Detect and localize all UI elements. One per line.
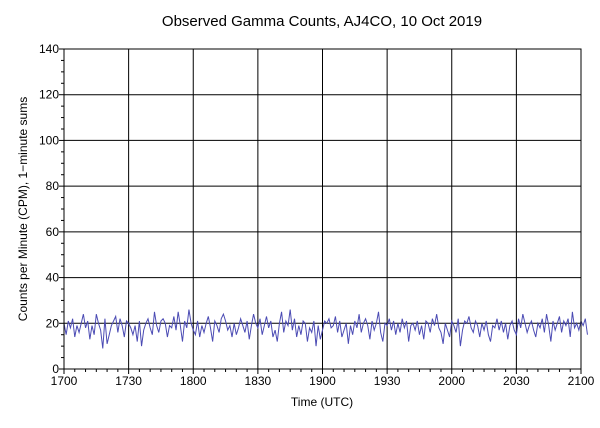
x-tick-label: 1900 xyxy=(309,374,336,388)
x-tick-label: 1730 xyxy=(115,374,142,388)
x-tick-label: 1930 xyxy=(374,374,401,388)
x-axis-label: Time (UTC) xyxy=(291,395,353,409)
y-tick-label: 0 xyxy=(52,362,59,376)
x-tick-labels: 1700 1730 1800 1830 1900 1930 2000 2030 2100 xyxy=(51,374,595,388)
x-tick-label: 2100 xyxy=(568,374,595,388)
y-tick-labels: 0 20 40 60 80 100 120 140 xyxy=(39,42,59,376)
y-tick-label: 140 xyxy=(39,42,59,56)
y-tick-label: 120 xyxy=(39,88,59,102)
y-axis-label: Counts per Minute (CPM), 1−minute sums xyxy=(16,97,30,321)
x-tick-label: 2000 xyxy=(438,374,465,388)
x-tick-label: 1800 xyxy=(180,374,207,388)
x-tick-label: 1830 xyxy=(245,374,272,388)
series-line xyxy=(63,309,588,349)
chart-title: Observed Gamma Counts, AJ4CO, 10 Oct 201… xyxy=(162,13,482,30)
axis-ticks xyxy=(59,48,582,374)
grid-lines xyxy=(64,49,581,369)
x-tick-label: 1700 xyxy=(51,374,78,388)
y-tick-label: 100 xyxy=(39,133,59,147)
y-tick-label: 40 xyxy=(46,271,60,285)
y-tick-label: 80 xyxy=(46,179,60,193)
y-tick-label: 20 xyxy=(46,316,60,330)
plot-frame xyxy=(63,48,582,370)
y-tick-label: 60 xyxy=(46,225,60,239)
x-tick-label: 2030 xyxy=(503,374,530,388)
